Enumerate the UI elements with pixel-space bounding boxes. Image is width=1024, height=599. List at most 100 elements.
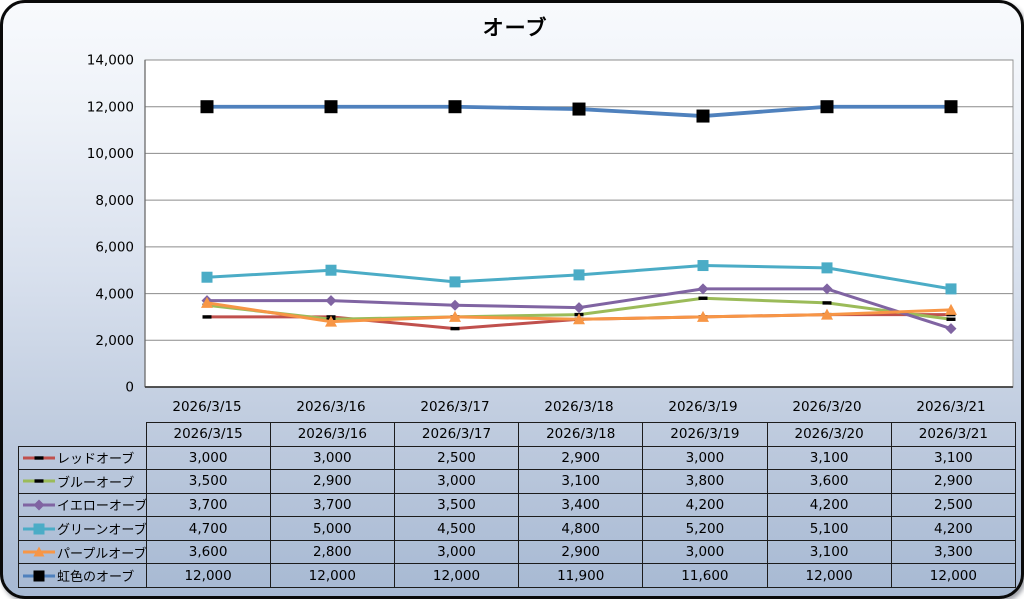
- data-point-marker-legend-2: [33, 499, 45, 511]
- table-value-cell: 3,500: [145, 469, 271, 494]
- data-point-marker-0: [202, 315, 212, 319]
- y-axis-tick-labels: 0 2,000 4,000 6,000 8,000 10,000 12,000 14,000: [87, 53, 134, 396]
- data-point-marker-1: [946, 317, 956, 321]
- table-value-cell: 3,800: [642, 469, 768, 494]
- data-point-marker-5: [696, 109, 710, 123]
- table-value-cell: 2,800: [269, 539, 395, 565]
- data-point-marker-3: [449, 276, 461, 288]
- legend-key-icon: [23, 479, 55, 484]
- table-value-cell: 3,100: [890, 445, 1017, 471]
- x-axis-label: 2026/3/20: [792, 399, 861, 415]
- data-point-marker-5: [820, 100, 834, 114]
- data-point-marker-5: [324, 100, 338, 114]
- x-axis-label: 2026/3/17: [420, 399, 489, 415]
- table-row: レッドオーブ 3,000 3,000 2,500 2,900 3,000 3,100 3,10…: [18, 445, 1017, 471]
- y-axis-tick-label: 0: [125, 380, 134, 396]
- data-point-marker-4: [697, 310, 709, 322]
- legend-cell: レッドオーブ: [18, 445, 147, 471]
- legend-cell: 虹色のオーブ: [18, 563, 147, 588]
- legend-label: パープルオーブ: [57, 546, 146, 562]
- table-value-cell: 3,700: [269, 492, 395, 518]
- table-value-cell: 3,500: [393, 492, 520, 518]
- table-header-cell: 2026/3/21: [890, 422, 1017, 447]
- data-point-marker-4: [945, 303, 957, 315]
- table-row: ブルーオーブ 3,500 2,900 3,000 3,100 3,800 3,600 2,90…: [18, 469, 1017, 494]
- legend-cell: パープルオーブ: [18, 539, 147, 565]
- legend-label: 虹色のオーブ: [57, 570, 135, 586]
- table-row: 虹色のオーブ 12,000 12,000 12,000 11,900 11,600 12,0…: [18, 563, 1017, 588]
- table-header-row: 2026/3/15 2026/3/16 2026/3/17 2026/3/18 2026…: [19, 422, 1017, 447]
- data-point-marker-3: [697, 260, 709, 272]
- table-value-cell: 3,000: [393, 539, 520, 565]
- x-axis-label: 2026/3/15: [172, 399, 241, 415]
- legend-key-icon: [23, 570, 55, 582]
- table-value-cell: 3,600: [145, 539, 271, 565]
- table-value-cell: 3,000: [642, 445, 768, 471]
- table-value-cell: 4,200: [642, 492, 768, 518]
- data-point-marker-2: [945, 323, 957, 335]
- table-value-cell: 4,700: [145, 516, 271, 541]
- x-axis-label: 2026/3/19: [668, 399, 737, 415]
- legend-key-icon: [23, 456, 55, 460]
- data-point-marker-2: [573, 302, 585, 314]
- data-point-marker-3: [325, 264, 337, 276]
- data-point-marker-5: [944, 100, 958, 114]
- data-point-marker-legend-4: [33, 546, 45, 557]
- series-3: [201, 260, 957, 295]
- table-value-cell: 12,000: [766, 563, 892, 588]
- table-value-cell: 5,000: [269, 516, 395, 541]
- table-value-cell: 3,100: [766, 539, 892, 565]
- y-axis-tick-label: 2,000: [95, 333, 134, 349]
- legend-cell: グリーンオーブ: [18, 516, 147, 541]
- legend-label: グリーンオーブ: [57, 523, 146, 539]
- data-point-marker-legend-5: [33, 570, 45, 582]
- data-point-marker-1: [822, 301, 832, 305]
- data-point-marker-5: [448, 100, 462, 114]
- table-value-cell: 3,000: [393, 469, 520, 494]
- table-value-cell: 11,900: [518, 563, 644, 588]
- table-header-cell: 2026/3/19: [642, 422, 768, 447]
- data-point-marker-4: [325, 315, 337, 327]
- table-value-cell: 12,000: [145, 563, 271, 588]
- table-value-cell: 2,900: [890, 469, 1017, 494]
- data-point-marker-legend-0: [34, 456, 44, 460]
- x-axis-label: 2026/3/18: [544, 399, 613, 415]
- legend-key-icon: [23, 499, 55, 511]
- table-value-cell: 12,000: [393, 563, 520, 588]
- legend-cell: イエローオーブ: [18, 492, 147, 518]
- table-value-cell: 3,100: [766, 445, 892, 471]
- data-point-marker-4: [201, 296, 213, 308]
- table-header-cell: 2026/3/15: [145, 422, 271, 447]
- table-value-cell: 3,000: [145, 445, 271, 471]
- table-header-cell: 2026/3/17: [393, 422, 520, 447]
- data-point-marker-5: [200, 100, 214, 114]
- table-value-cell: 11,600: [642, 563, 768, 588]
- table-value-cell: 5,200: [642, 516, 768, 541]
- x-axis-labels: 2026/3/15 2026/3/16 2026/3/17 2026/3/18 2026…: [172, 399, 985, 415]
- series-2: [201, 283, 957, 335]
- table-value-cell: 2,500: [890, 492, 1017, 518]
- data-point-marker-5: [572, 102, 586, 116]
- table-value-cell: 3,600: [766, 469, 892, 494]
- y-axis-tick-label: 8,000: [95, 193, 134, 209]
- chart-data-table: 2026/3/15 2026/3/16 2026/3/17 2026/3/18 2026…: [18, 422, 1017, 588]
- data-point-marker-4: [821, 308, 833, 320]
- data-point-marker-2: [821, 283, 833, 295]
- legend-label: イエローオーブ: [57, 499, 146, 515]
- table-row: パープルオーブ 3,600 2,800 3,000 2,900 3,000 3,100 3,3…: [18, 539, 1017, 565]
- table-blank-cell: [19, 423, 147, 447]
- table-header-cell: 2026/3/18: [518, 422, 644, 447]
- data-point-marker-3: [945, 283, 957, 295]
- legend-label: レッドオーブ: [57, 452, 135, 468]
- y-axis-tick-label: 6,000: [95, 240, 134, 256]
- data-point-marker-2: [449, 299, 461, 311]
- legend-label: ブルーオーブ: [57, 475, 135, 491]
- table-value-cell: 4,200: [890, 516, 1017, 541]
- x-axis-label: 2026/3/21: [916, 399, 985, 415]
- table-header-cell: 2026/3/16: [269, 422, 395, 447]
- legend-cell: ブルーオーブ: [18, 469, 147, 494]
- table-value-cell: 3,000: [642, 539, 768, 565]
- y-axis-tick-label: 14,000: [87, 53, 134, 69]
- data-point-marker-1: [698, 296, 708, 300]
